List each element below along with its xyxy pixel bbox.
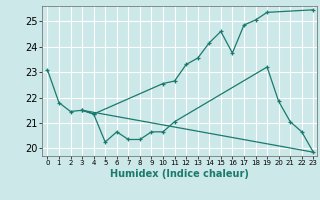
X-axis label: Humidex (Indice chaleur): Humidex (Indice chaleur)	[110, 169, 249, 179]
